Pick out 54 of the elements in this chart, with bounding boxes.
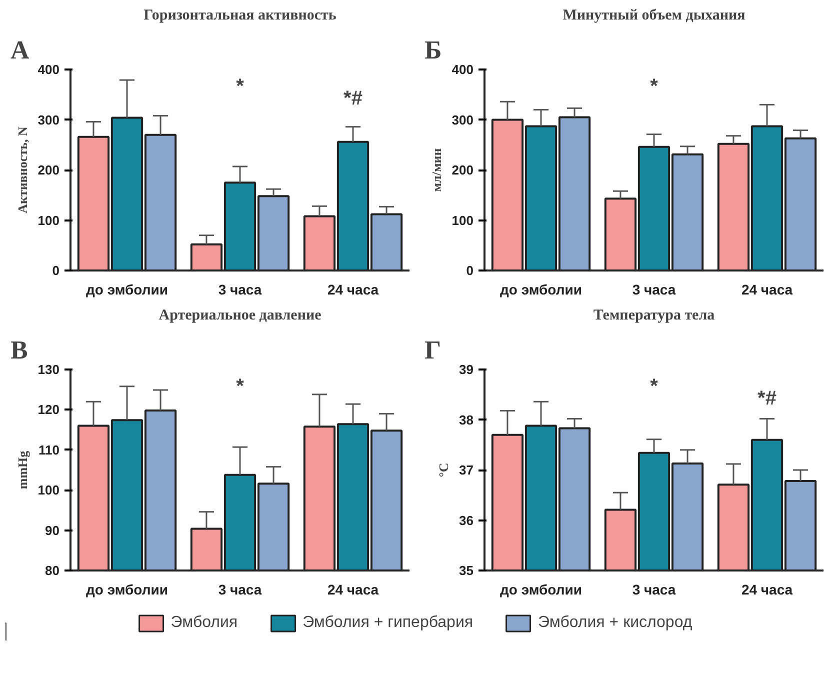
x-tick-label: 3 часа — [632, 282, 676, 298]
y-tick-label: 80 — [45, 563, 60, 578]
y-tick-label: 35 — [459, 563, 474, 578]
x-tick-label: 24 часа — [327, 582, 379, 598]
y-tick-label: 130 — [38, 362, 60, 377]
y-tick-label: 400 — [38, 62, 60, 77]
y-tick-label: 0 — [466, 263, 474, 278]
text: Г — [424, 336, 442, 364]
x-tick-label: 3 часа — [632, 582, 676, 598]
y-tick-label: 39 — [459, 362, 474, 377]
x-tick-label: 24 часа — [741, 582, 793, 598]
y-tick-label: 300 — [38, 112, 60, 128]
x-tick-label: до эмболии — [500, 582, 582, 598]
chart-title: Минутный объем дыхания — [562, 8, 746, 24]
y-tick-label: 100 — [38, 212, 60, 228]
x-tick-label: 3 часа — [218, 582, 262, 598]
annotation: * — [236, 76, 244, 98]
text: Б — [424, 36, 442, 64]
x-tick-label: 3 часа — [218, 282, 262, 298]
annotation: * — [236, 376, 244, 398]
text: А — [10, 36, 30, 64]
annotation: * — [650, 76, 658, 98]
legend-label: Эмболия + кислород — [538, 614, 692, 632]
y-tick-label: 100 — [38, 482, 60, 498]
y-axis-title: °C — [436, 462, 452, 478]
x-tick-label: 24 часа — [741, 282, 793, 298]
chart-title: Артериальное давление — [158, 308, 322, 324]
y-tick-label: 200 — [452, 162, 474, 178]
y-tick-label: 100 — [452, 212, 474, 228]
x-tick-label: 24 часа — [327, 282, 379, 298]
y-tick-label: 37 — [459, 462, 474, 478]
y-axis-title: mmHg — [14, 450, 30, 490]
y-axis-title: Активность, N — [14, 126, 30, 214]
y-tick-label: 400 — [452, 62, 474, 77]
x-tick-label: до эмболии — [86, 582, 168, 598]
annotation: *# — [344, 88, 362, 110]
text: В — [10, 336, 28, 364]
x-tick-label: до эмболии — [500, 282, 582, 298]
y-tick-label: 300 — [452, 112, 474, 128]
y-tick-label: 110 — [38, 442, 60, 458]
annotation: * — [650, 376, 658, 398]
x-tick-label: до эмболии — [86, 282, 168, 298]
legend-label: Эмболия + гипербария — [302, 614, 474, 632]
y-tick-label: 0 — [52, 263, 60, 278]
y-tick-label: 90 — [45, 522, 60, 538]
annotation: *# — [758, 388, 776, 410]
y-tick-label: 36 — [459, 512, 474, 528]
y-axis-title: мл/мин — [428, 148, 444, 192]
y-tick-label: 200 — [38, 162, 60, 178]
chart-title: Горизонтальная активность — [144, 8, 336, 24]
chart-title: Температура тела — [593, 308, 716, 324]
y-tick-label: 120 — [38, 402, 60, 418]
legend-label: Эмболия — [170, 614, 238, 632]
y-tick-label: 38 — [459, 412, 474, 428]
